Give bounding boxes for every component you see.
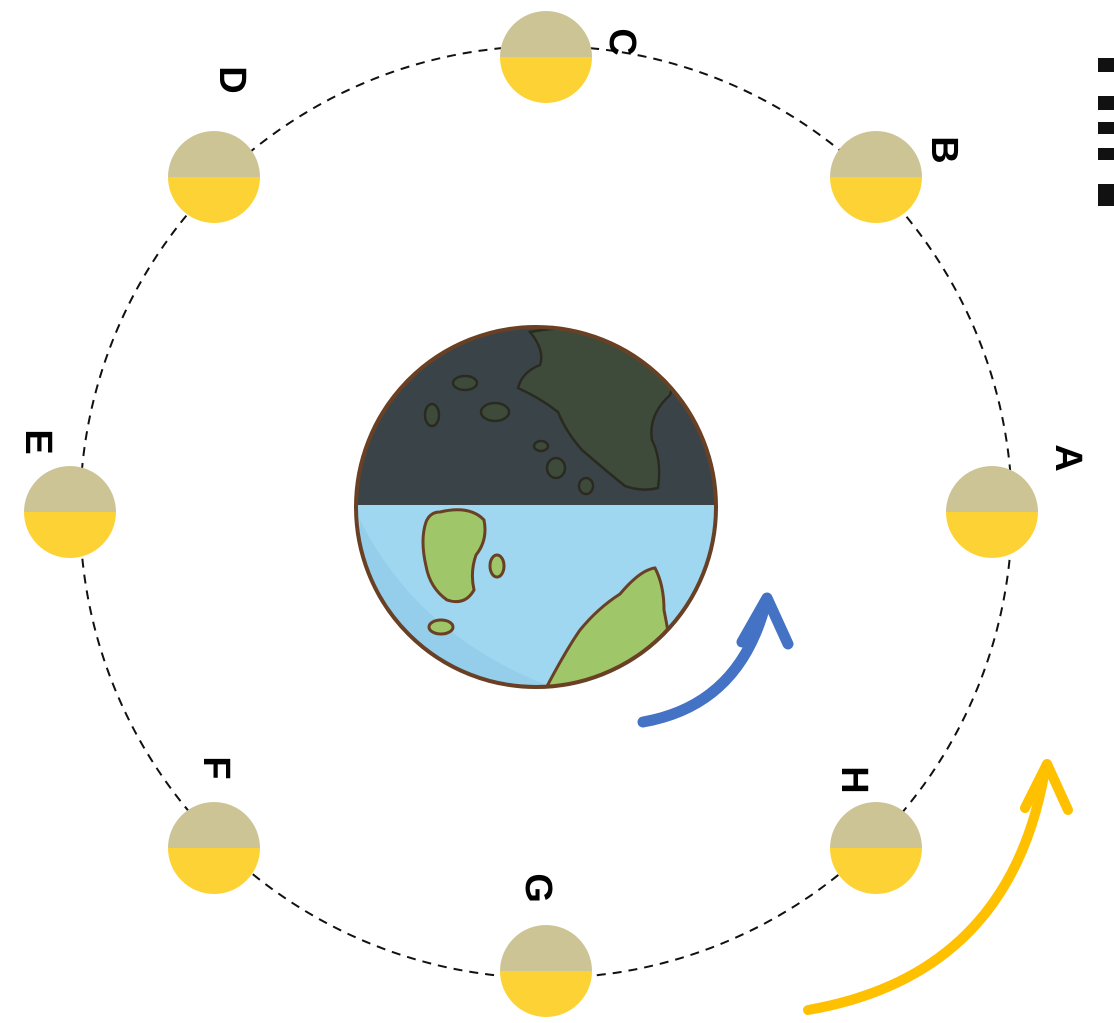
earth-island-6: [577, 476, 595, 496]
moon-label-g: G: [517, 873, 559, 903]
moons-group: [24, 11, 1038, 1017]
moon-e-lit-half: [24, 512, 116, 558]
moon-label-a: A: [1047, 444, 1089, 471]
earth-outline: [354, 325, 718, 689]
sunlight-indicator: [1098, 58, 1114, 206]
moon-orbit-arrow-head: [1020, 759, 1073, 815]
earth-day-island-1: [488, 553, 506, 579]
moon-d-dark-half: [168, 131, 260, 177]
earth-globe-icon: [354, 325, 718, 689]
earth-rotation-arrow-shaft: [637, 596, 772, 728]
sunlight-bar-3: [1098, 122, 1114, 134]
sunlight-bar-4: [1098, 148, 1114, 160]
moon-orbit-arrow: [803, 759, 1073, 1015]
moon-h: [830, 802, 922, 894]
earth-island-4: [532, 439, 550, 453]
sunlight-bar-5: [1098, 184, 1114, 206]
moon-d-lit-half: [168, 177, 260, 223]
moon-g-dark-half: [500, 925, 592, 971]
moon-label-h: H: [833, 766, 875, 793]
moon-f: [168, 802, 260, 894]
moon-c-dark-half: [500, 11, 592, 57]
earth-island-3: [479, 401, 511, 423]
moon-label-b: B: [923, 136, 965, 163]
moon-a: [946, 466, 1038, 558]
moon-e-dark-half: [24, 466, 116, 512]
sunlight-bar-1: [1098, 58, 1114, 72]
moon-label-e: E: [17, 429, 59, 454]
moon-f-dark-half: [168, 802, 260, 848]
moon-label-f: F: [195, 756, 237, 779]
moon-label-c: C: [601, 28, 643, 55]
moon-label-d: D: [211, 66, 253, 93]
moon-c: [500, 11, 592, 103]
moon-a-lit-half: [946, 512, 1038, 558]
moon-c-lit-half: [500, 57, 592, 103]
earth-rotation-arrow: [637, 592, 794, 728]
earth-island-1: [451, 374, 479, 392]
moon-h-dark-half: [830, 802, 922, 848]
moon-g: [500, 925, 592, 1017]
moon-b-dark-half: [830, 131, 922, 177]
moon-labels-group: A B C D E F G H: [17, 28, 1089, 903]
moon-b: [830, 131, 922, 223]
earth-day-continent-left: [421, 508, 487, 604]
earth-island-5: [545, 456, 567, 480]
earth-day-island-2: [427, 618, 455, 636]
moon-b-lit-half: [830, 177, 922, 223]
earth-island-2: [423, 402, 441, 428]
moon-f-lit-half: [168, 848, 260, 894]
moon-a-dark-half: [946, 466, 1038, 512]
moon-d: [168, 131, 260, 223]
earth-rotation-arrow-head: [736, 592, 794, 650]
moon-h-lit-half: [830, 848, 922, 894]
moon-e: [24, 466, 116, 558]
moon-orbit-arrow-shaft: [803, 765, 1050, 1015]
moon-g-lit-half: [500, 971, 592, 1017]
sunlight-bar-2: [1098, 96, 1114, 110]
